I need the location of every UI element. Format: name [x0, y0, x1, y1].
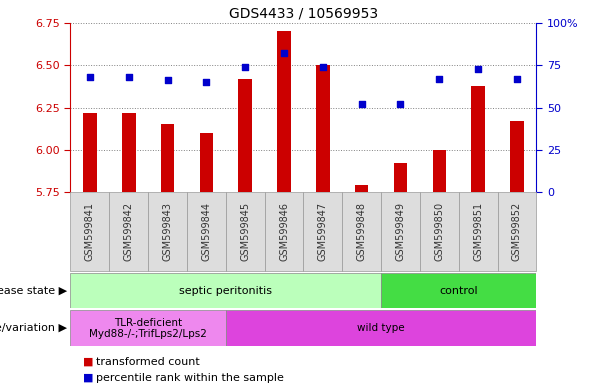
- Text: GSM599848: GSM599848: [357, 202, 367, 261]
- Bar: [226, 310, 536, 346]
- Text: control: control: [440, 286, 478, 296]
- Bar: [381, 273, 536, 308]
- Bar: [200, 133, 213, 192]
- Text: ■: ■: [83, 373, 93, 383]
- Bar: [187, 192, 226, 271]
- Point: [435, 76, 444, 82]
- Bar: [316, 65, 330, 192]
- Bar: [342, 192, 381, 271]
- Point: [473, 66, 483, 72]
- Text: GSM599847: GSM599847: [318, 202, 328, 261]
- Bar: [277, 31, 291, 192]
- Bar: [355, 185, 368, 192]
- Text: transformed count: transformed count: [96, 357, 200, 367]
- Text: GSM599842: GSM599842: [124, 202, 134, 261]
- Bar: [70, 192, 109, 271]
- Bar: [238, 79, 252, 192]
- Point: [357, 101, 367, 107]
- Point: [395, 101, 405, 107]
- Point: [124, 74, 134, 80]
- Text: GSM599850: GSM599850: [435, 202, 444, 261]
- Bar: [148, 192, 187, 271]
- Text: GSM599841: GSM599841: [85, 202, 95, 261]
- Point: [318, 64, 328, 70]
- Bar: [459, 192, 498, 271]
- Bar: [70, 310, 226, 346]
- Bar: [394, 163, 407, 192]
- Text: GSM599846: GSM599846: [279, 202, 289, 261]
- Bar: [265, 192, 303, 271]
- Point: [279, 50, 289, 56]
- Bar: [381, 192, 420, 271]
- Bar: [161, 124, 174, 192]
- Text: TLR-deficient
Myd88-/-;TrifLps2/Lps2: TLR-deficient Myd88-/-;TrifLps2/Lps2: [89, 318, 207, 339]
- Point: [202, 79, 211, 85]
- Text: wild type: wild type: [357, 323, 405, 333]
- Point: [240, 64, 250, 70]
- Bar: [226, 192, 265, 271]
- Bar: [109, 192, 148, 271]
- Text: GSM599843: GSM599843: [162, 202, 172, 261]
- Text: GSM599851: GSM599851: [473, 202, 483, 261]
- Bar: [471, 86, 485, 192]
- Text: genotype/variation ▶: genotype/variation ▶: [0, 323, 67, 333]
- Bar: [303, 192, 342, 271]
- Point: [85, 74, 95, 80]
- Title: GDS4433 / 10569953: GDS4433 / 10569953: [229, 7, 378, 20]
- Text: ■: ■: [83, 357, 93, 367]
- Point: [162, 78, 172, 84]
- Bar: [420, 192, 459, 271]
- Text: septic peritonitis: septic peritonitis: [179, 286, 272, 296]
- Text: GSM599845: GSM599845: [240, 202, 250, 261]
- Bar: [122, 113, 135, 192]
- Text: GSM599844: GSM599844: [202, 202, 211, 261]
- Bar: [433, 150, 446, 192]
- Bar: [510, 121, 524, 192]
- Point: [512, 76, 522, 82]
- Bar: [83, 113, 97, 192]
- Text: GSM599852: GSM599852: [512, 202, 522, 261]
- Text: disease state ▶: disease state ▶: [0, 286, 67, 296]
- Bar: [70, 273, 381, 308]
- Text: GSM599849: GSM599849: [395, 202, 405, 261]
- Bar: [498, 192, 536, 271]
- Text: percentile rank within the sample: percentile rank within the sample: [96, 373, 284, 383]
